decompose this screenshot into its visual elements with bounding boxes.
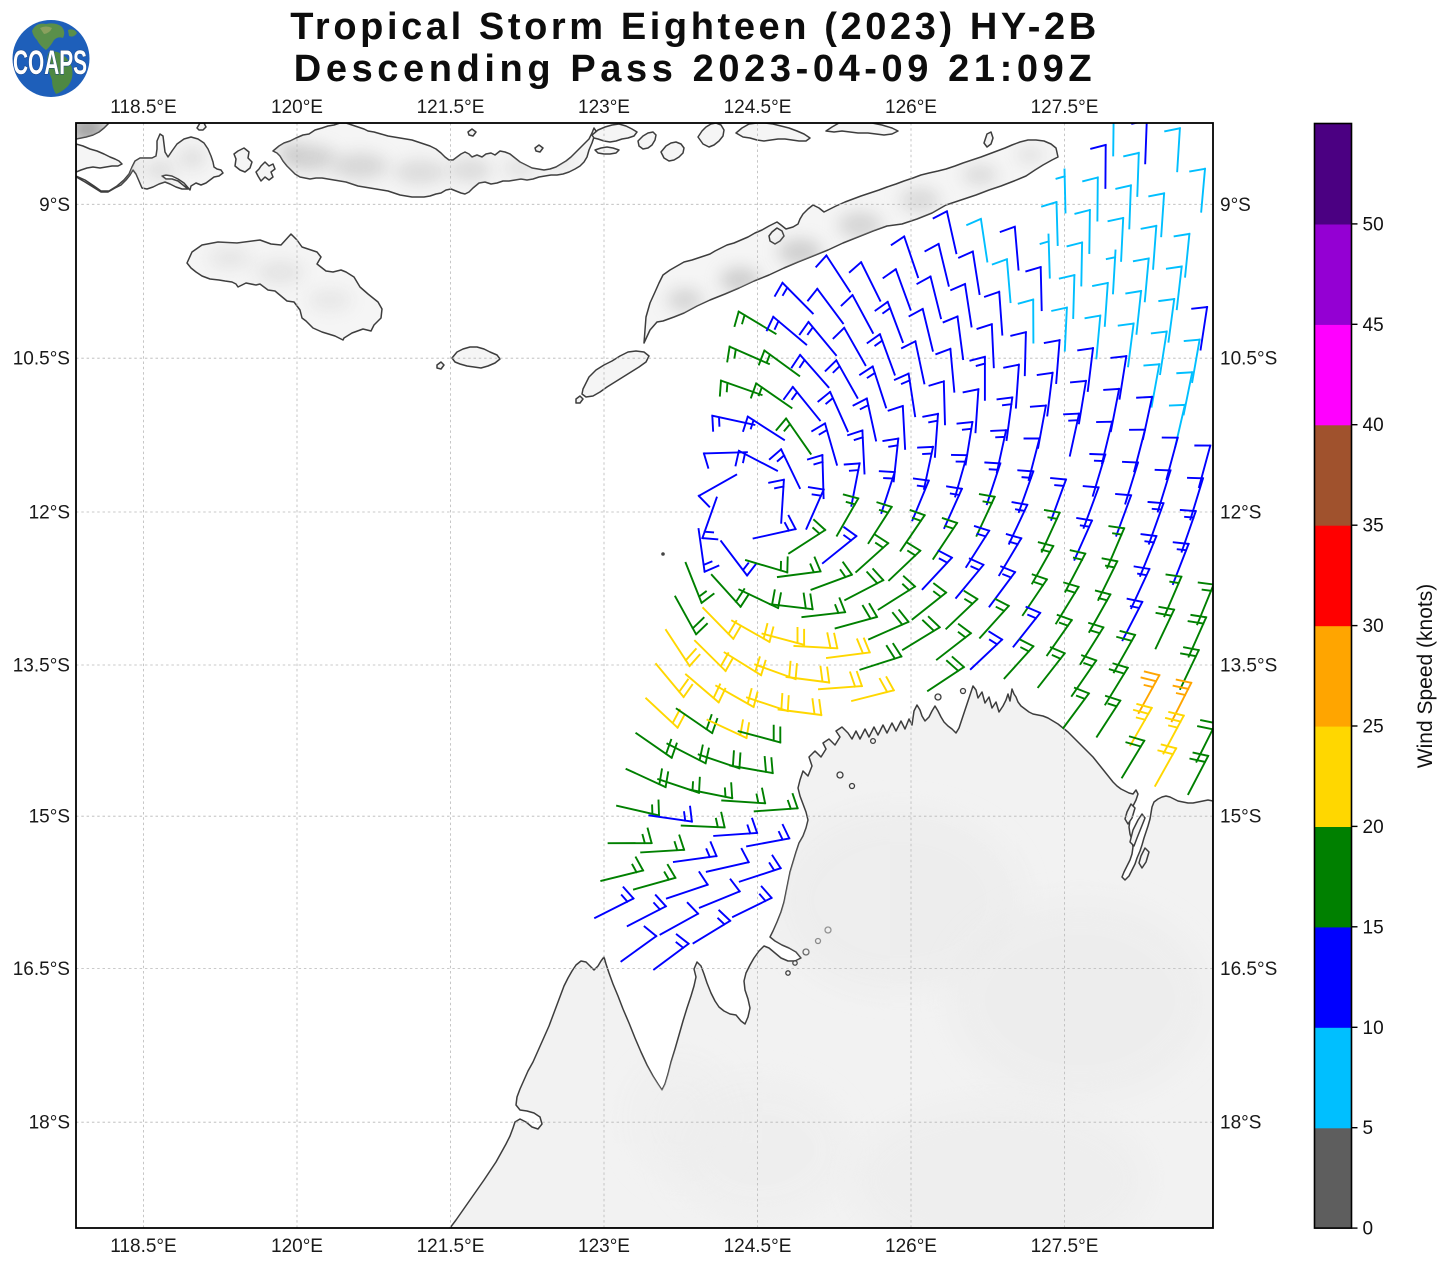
svg-text:Descending Pass 2023-04-09 21:: Descending Pass 2023-04-09 21:09Z — [294, 48, 1096, 90]
svg-text:50: 50 — [1363, 214, 1384, 235]
svg-text:18°S: 18°S — [1220, 1113, 1261, 1134]
svg-text:25: 25 — [1363, 717, 1384, 738]
svg-text:Tropical Storm Eighteen (2023): Tropical Storm Eighteen (2023) HY-2B — [290, 6, 1100, 48]
svg-text:13.5°S: 13.5°S — [13, 656, 70, 677]
svg-text:10.5°S: 10.5°S — [13, 349, 70, 370]
svg-text:16.5°S: 16.5°S — [1220, 959, 1277, 980]
svg-text:35: 35 — [1363, 516, 1384, 537]
svg-text:124.5°E: 124.5°E — [724, 1236, 792, 1257]
svg-text:45: 45 — [1363, 315, 1384, 336]
svg-text:120°E: 120°E — [271, 97, 323, 118]
svg-text:12°S: 12°S — [1220, 503, 1261, 524]
svg-text:121.5°E: 121.5°E — [417, 1236, 485, 1257]
svg-text:126°E: 126°E — [885, 1236, 937, 1257]
svg-text:15°S: 15°S — [1220, 807, 1261, 828]
svg-text:12°S: 12°S — [29, 503, 70, 524]
svg-text:123°E: 123°E — [578, 97, 630, 118]
svg-text:40: 40 — [1363, 415, 1384, 436]
svg-text:16.5°S: 16.5°S — [13, 959, 70, 980]
svg-text:15: 15 — [1363, 917, 1384, 938]
svg-text:18°S: 18°S — [29, 1113, 70, 1134]
svg-text:118.5°E: 118.5°E — [110, 1236, 176, 1257]
svg-text:121.5°E: 121.5°E — [417, 97, 485, 118]
svg-text:30: 30 — [1363, 616, 1384, 637]
svg-text:120°E: 120°E — [271, 1236, 323, 1257]
svg-text:20: 20 — [1363, 817, 1384, 838]
svg-text:127.5°E: 127.5°E — [1031, 1236, 1099, 1257]
svg-text:Wind Speed (knots): Wind Speed (knots) — [1414, 584, 1437, 768]
svg-text:127.5°E: 127.5°E — [1031, 97, 1099, 118]
svg-text:COAPS: COAPS — [13, 44, 87, 82]
svg-text:10: 10 — [1363, 1018, 1384, 1039]
svg-text:13.5°S: 13.5°S — [1220, 656, 1277, 677]
svg-text:15°S: 15°S — [29, 807, 70, 828]
svg-text:9°S: 9°S — [39, 195, 70, 216]
svg-text:0: 0 — [1363, 1219, 1374, 1240]
svg-text:124.5°E: 124.5°E — [724, 97, 792, 118]
svg-text:126°E: 126°E — [885, 97, 937, 118]
svg-text:123°E: 123°E — [578, 1236, 630, 1257]
svg-text:10.5°S: 10.5°S — [1220, 349, 1277, 370]
svg-text:118.5°E: 118.5°E — [110, 97, 176, 118]
svg-text:9°S: 9°S — [1220, 195, 1251, 216]
svg-text:5: 5 — [1363, 1118, 1374, 1139]
